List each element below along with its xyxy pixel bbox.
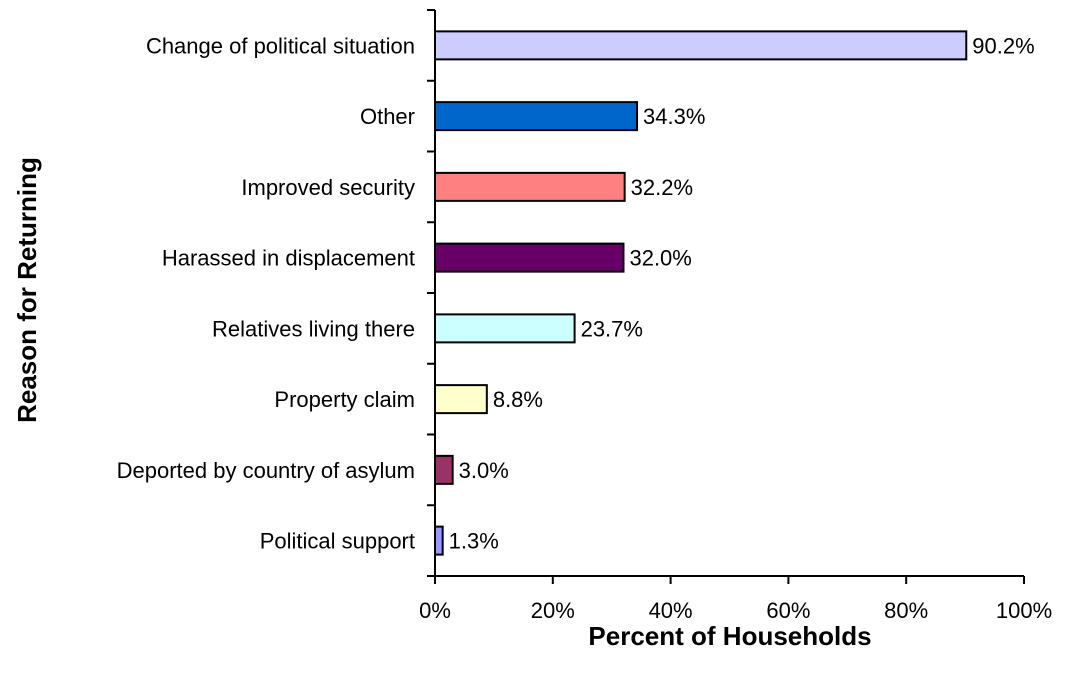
bar-4 bbox=[434, 313, 576, 344]
category-label-1: Other bbox=[360, 104, 415, 129]
bar-1 bbox=[434, 101, 639, 132]
bar-2 bbox=[434, 171, 626, 202]
axes: 0% 20% 40% 60% 80% 100% bbox=[419, 9, 1052, 623]
y-axis-title: Reason for Returning bbox=[12, 157, 42, 423]
value-label-2: 32.2% bbox=[631, 175, 693, 200]
x-tick-label-3: 60% bbox=[766, 598, 810, 623]
value-label-1: 34.3% bbox=[643, 104, 705, 129]
value-label-6: 3.0% bbox=[459, 458, 509, 483]
bar-3 bbox=[434, 242, 625, 273]
value-label-7: 1.3% bbox=[449, 529, 499, 554]
bar-7 bbox=[434, 525, 444, 556]
value-label-3: 32.0% bbox=[629, 246, 691, 271]
x-axis-title: Percent of Households bbox=[588, 621, 871, 651]
category-label-3: Harassed in displacement bbox=[162, 246, 415, 271]
x-tick-label-1: 20% bbox=[531, 598, 575, 623]
category-label-6: Deported by country of asylum bbox=[117, 458, 415, 483]
bars: Change of political situation 90.2% Other 3… bbox=[117, 30, 1035, 556]
category-label-7: Political support bbox=[260, 529, 415, 554]
x-tick-label-2: 40% bbox=[649, 598, 693, 623]
category-label-4: Relatives living there bbox=[212, 316, 415, 341]
bar-6 bbox=[434, 454, 454, 485]
category-label-0: Change of political situation bbox=[146, 33, 415, 58]
x-tick-label-5: 100% bbox=[996, 598, 1052, 623]
category-label-2: Improved security bbox=[241, 175, 415, 200]
value-label-5: 8.8% bbox=[493, 387, 543, 412]
value-label-4: 23.7% bbox=[581, 316, 643, 341]
bar-5 bbox=[434, 384, 488, 415]
x-tick-label-0: 0% bbox=[419, 598, 451, 623]
value-label-0: 90.2% bbox=[972, 33, 1034, 58]
category-label-5: Property claim bbox=[274, 387, 415, 412]
x-tick-label-4: 80% bbox=[884, 598, 928, 623]
bar-0 bbox=[434, 30, 968, 61]
